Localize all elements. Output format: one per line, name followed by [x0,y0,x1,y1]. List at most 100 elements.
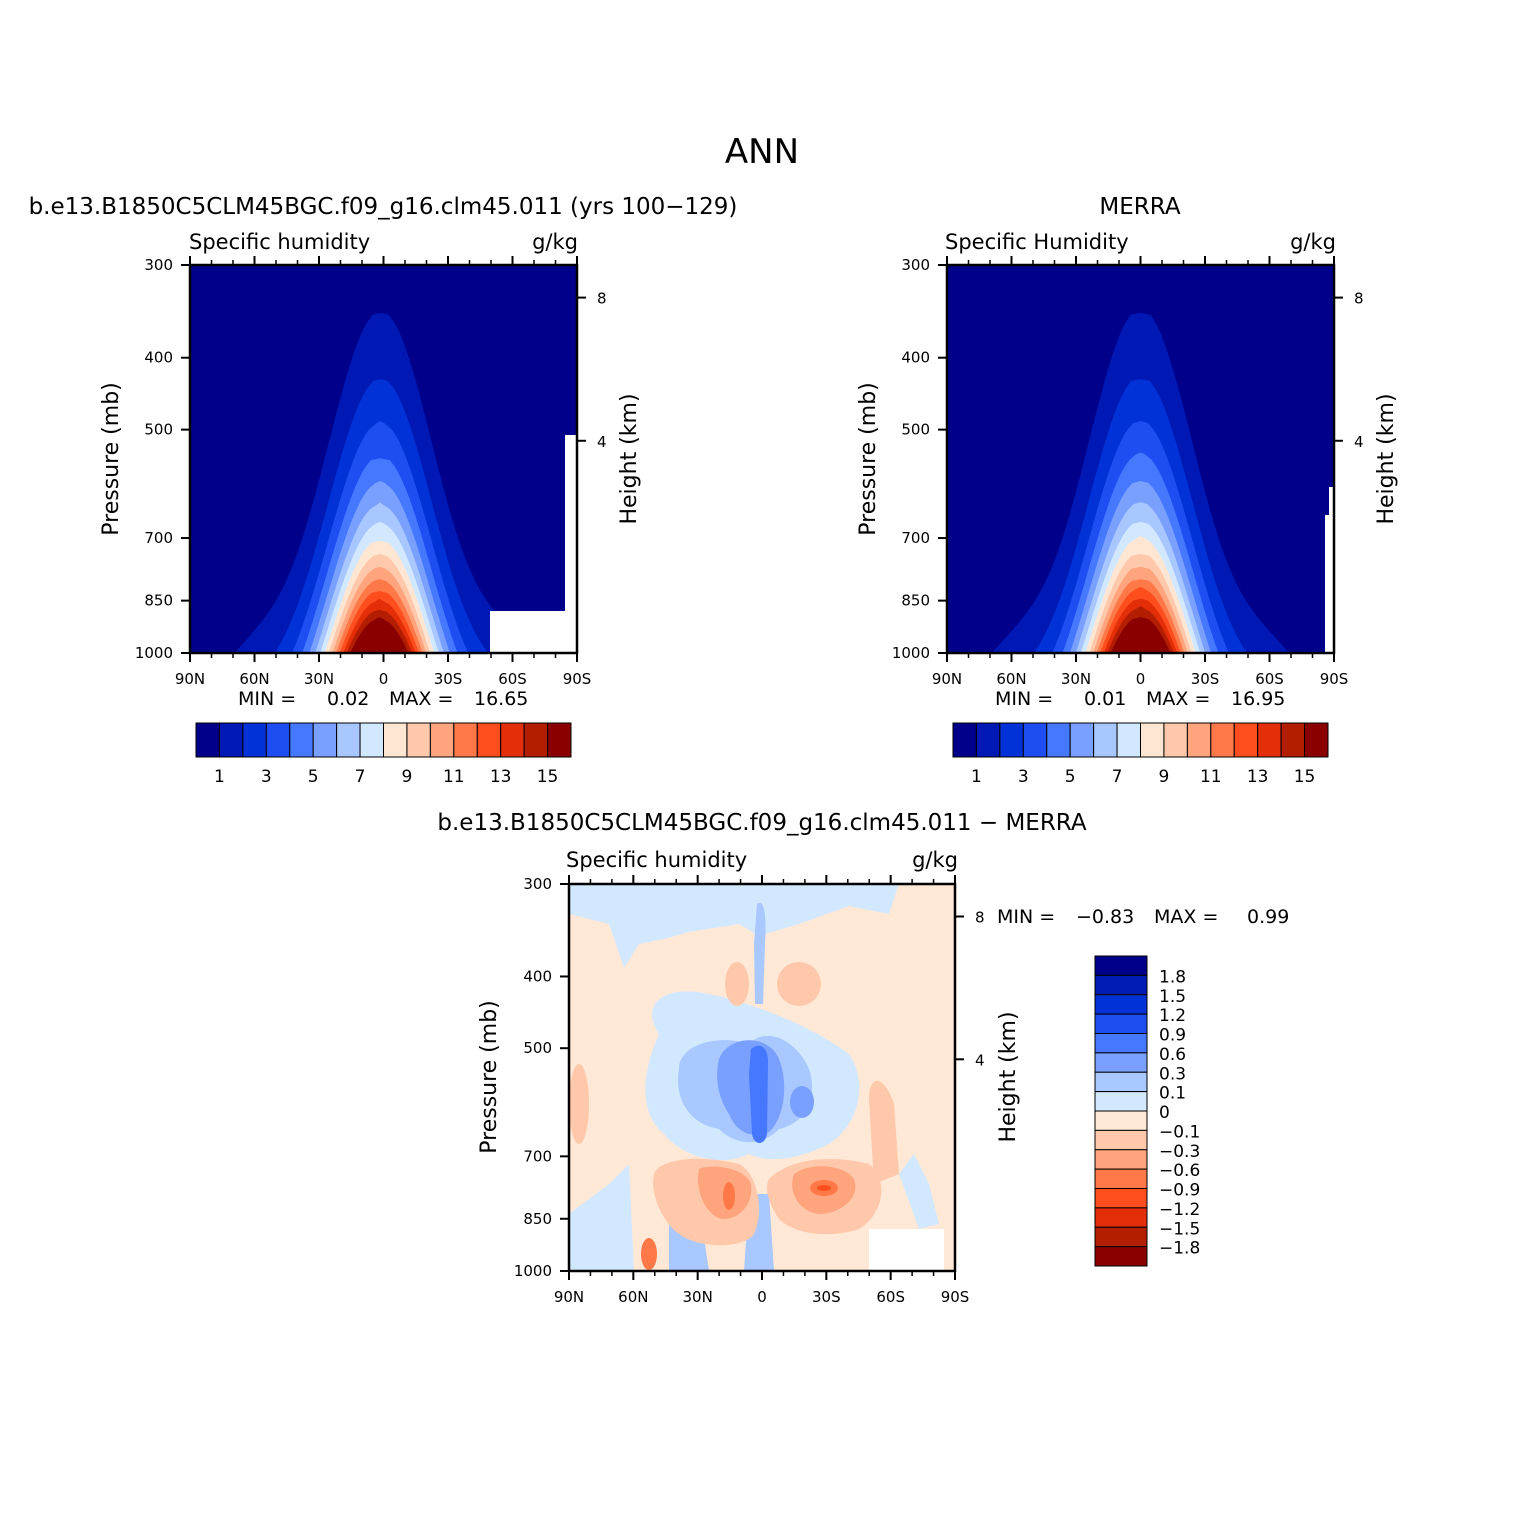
1-ytick-label: 700 [901,529,930,547]
model-colorbar: 1 3 5 7 9 11 13 15 [195,722,572,787]
model-colorbar-label: 15 [537,767,559,787]
diff-colorbar-label: −1.8 [1159,1239,1200,1259]
model-colorbar-box [500,722,525,758]
0-xtick-label: 30N [304,670,334,688]
merra-colorbar-box [1022,722,1048,758]
diff-colorbar-box [1094,974,1148,996]
model-ylabel: Pressure (mb) [99,382,124,536]
model-colorbar-box [218,722,244,758]
merra-colorbar-box [1163,722,1188,758]
diff-colorbar-label: 0.6 [1159,1045,1186,1065]
2-height-label: 4 [975,1051,985,1069]
merra-colorbar-box [999,722,1024,758]
model-colorbar-box [336,722,361,758]
diff-colorbar-label: 0.1 [1159,1084,1186,1104]
model-colorbar-label: 11 [443,767,465,787]
0-xtick-label: 0 [379,670,389,688]
diff-region-neg-spot [790,1086,814,1118]
1-height-label: 8 [1354,290,1364,308]
model-max-value: 16.65 [474,688,528,710]
merra-colorbar-label: 13 [1247,767,1269,787]
merra-case-title: MERRA [1099,194,1180,220]
2-xtick-label: 60S [876,1288,905,1306]
0-xtick-label: 60N [239,670,269,688]
merra-colorbar-box [1116,722,1141,758]
diff-colorbar-label: −0.3 [1159,1142,1200,1162]
figure-title: ANN [725,132,799,172]
diff-region-neg-sfc-s [899,1154,939,1229]
diff-colorbar-box [1094,1052,1148,1073]
diff-colorbar-label: −0.1 [1159,1122,1200,1142]
0-ytick-label: 500 [144,421,173,439]
diff-min-label: MIN = [997,906,1055,928]
model-contour-level [350,617,409,653]
diff-region-neg-column [754,902,766,1004]
diff-missing-region [869,1229,944,1271]
2-ytick-label: 300 [523,875,552,893]
model-colorbar-box [383,722,408,758]
2-xtick-label: 30S [812,1288,841,1306]
model-missing-region [490,611,577,653]
1-xtick-label: 30S [1191,670,1220,688]
diff-colorbar-box [1094,1129,1148,1151]
model-colorbar-box [547,722,572,758]
model-min-label: MIN = [238,688,296,710]
merra-ylabel: Pressure (mb) [856,382,881,536]
1-xtick-label: 90S [1320,670,1349,688]
0-xtick-label: 90N [175,670,205,688]
diff-colorbar-box [1094,1110,1148,1131]
diff-region-neg-upper [569,884,899,968]
1-xtick-label: 0 [1136,670,1146,688]
diff-region-pos-peak-n [723,1182,735,1210]
diff-colorbar-box [1094,994,1148,1015]
diff-colorbar-label: 0.9 [1159,1026,1186,1046]
panel-model: b.e13.B1850C5CLM45BGC.f09_g16.clm45.011 … [29,194,738,787]
2-ytick-label: 400 [523,967,552,985]
diff-colorbar-box [1094,1188,1148,1209]
1-xtick-label: 60N [996,670,1026,688]
merra-colorbar-label: 11 [1200,767,1222,787]
merra-max-label: MAX = [1146,688,1210,710]
diff-colorbar-box [1094,1091,1148,1112]
diff-colorbar-box [1094,1033,1148,1054]
merra-colorbar-box [1186,722,1212,758]
merra-min-label: MIN = [995,688,1053,710]
diff-max-value: 0.99 [1247,906,1289,928]
merra-colorbar-box [975,722,1001,758]
merra-units: g/kg [1290,230,1336,254]
diff-colorbar-box [1094,955,1148,976]
2-ytick-label: 1000 [514,1262,552,1280]
merra-missing-region [1329,487,1334,653]
diff-colorbar-box [1094,1149,1148,1170]
model-max-label: MAX = [389,688,453,710]
1-xtick-label: 90N [932,670,962,688]
diff-colorbar-label: −0.9 [1159,1181,1200,1201]
0-height-label: 8 [597,290,607,308]
2-xtick-label: 30N [683,1288,713,1306]
diff-variable-title: Specific humidity [566,848,747,872]
merra-colorbar-box [1210,722,1235,758]
2-ytick-label: 500 [523,1039,552,1057]
model-colorbar-box [242,722,267,758]
merra-ylabel-right: Height (km) [1374,393,1399,524]
0-height-label: 4 [597,433,607,451]
model-case-title: b.e13.B1850C5CLM45BGC.f09_g16.clm45.011 … [29,194,738,220]
diff-colorbar: 1.81.51.20.90.60.30.10−0.1−0.3−0.6−0.9−1… [1094,955,1200,1267]
merra-min-value: 0.01 [1084,688,1126,710]
diff-min-value: −0.83 [1076,906,1134,928]
merra-colorbar-label: 5 [1065,767,1076,787]
0-xtick-label: 90S [563,670,592,688]
diff-region-pos-sfc [641,1238,657,1270]
1-ytick-label: 1000 [892,644,930,662]
merra-plot-area [947,265,1334,653]
diff-colorbar-label: 1.2 [1159,1006,1186,1026]
panel-merra: MERRA Specific Humidity g/kg 30040050070… [856,194,1399,787]
merra-colorbar-box [1140,722,1165,758]
merra-variable-title: Specific Humidity [945,230,1129,254]
diff-max-label: MAX = [1154,906,1218,928]
merra-colorbar-label: 3 [1018,767,1029,787]
0-ytick-label: 300 [144,256,173,274]
diff-region-pos-s-column [869,1080,899,1184]
